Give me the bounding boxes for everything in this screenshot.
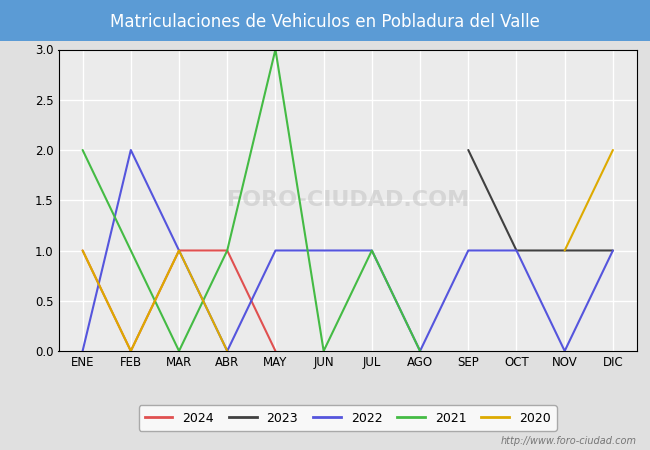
Text: Matriculaciones de Vehiculos en Pobladura del Valle: Matriculaciones de Vehiculos en Pobladur… xyxy=(110,13,540,31)
Text: FORO-CIUDAD.COM: FORO-CIUDAD.COM xyxy=(227,190,469,210)
Legend: 2024, 2023, 2022, 2021, 2020: 2024, 2023, 2022, 2021, 2020 xyxy=(138,405,557,431)
Text: http://www.foro-ciudad.com: http://www.foro-ciudad.com xyxy=(501,436,637,446)
